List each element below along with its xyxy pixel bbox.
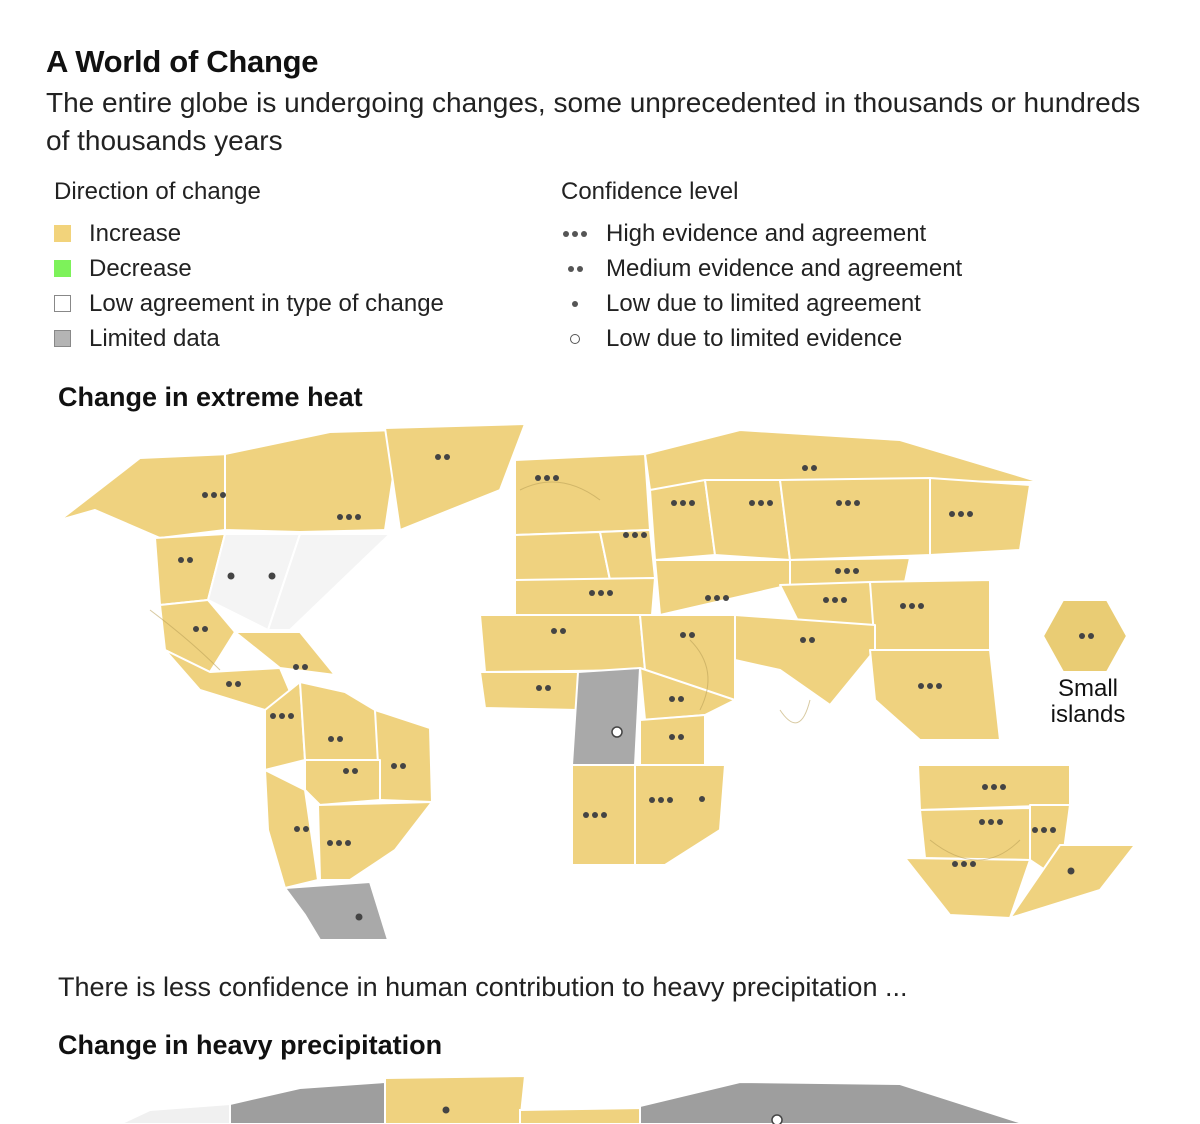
limited-data-swatch	[54, 330, 71, 347]
region-east-north-america	[267, 533, 391, 631]
region-north-south-america	[299, 681, 381, 761]
precip-region-north-europe	[519, 1106, 641, 1124]
precip-region-russian-arctic	[639, 1080, 1026, 1124]
precip-region-north-canada	[229, 1080, 386, 1124]
decrease-swatch	[54, 260, 71, 277]
region-south-east-south-america	[317, 801, 433, 881]
transition-note: There is less confidence in human contri…	[58, 972, 908, 1002]
legend-decrease: Decrease	[54, 251, 444, 286]
legend-low-agreement-conf-label: Low due to limited agreement	[606, 289, 921, 317]
confidence-legend-heading: Confidence level	[561, 178, 739, 205]
heat-confidence-dots	[178, 454, 1094, 921]
chart-title: A World of Change	[46, 44, 319, 79]
region-south-south-america	[284, 881, 389, 941]
region-western-africa	[479, 671, 581, 711]
precip-region-alaska	[119, 1102, 231, 1124]
precip-map-title: Change in heavy precipitation	[58, 1030, 443, 1060]
region-new-zealand	[1009, 844, 1136, 919]
hollow-dot-icon	[561, 333, 589, 344]
region-caribbean	[234, 631, 336, 676]
region-west-siberia	[649, 479, 716, 561]
legend-high-confidence: High evidence and agreement	[561, 216, 962, 251]
legend-low-agreement-label: Low agreement in type of change	[89, 289, 444, 317]
region-south-east-africa	[639, 714, 706, 766]
region-sahara	[479, 614, 646, 673]
region-south-east-asia	[869, 649, 1001, 741]
extreme-heat-map	[59, 423, 1136, 941]
region-west-central-asia	[654, 559, 791, 616]
legend-decrease-label: Decrease	[89, 254, 192, 282]
legend-increase: Increase	[54, 216, 444, 251]
legend-low-evidence-confidence: Low due to limited evidence	[561, 321, 962, 356]
legend-medium-confidence: Medium evidence and agreement	[561, 251, 962, 286]
region-south-west-south-america	[264, 769, 319, 889]
confidence-legend: Confidence level High evidence and agree…	[561, 178, 962, 356]
one-dot-icon	[561, 300, 589, 307]
increase-swatch	[54, 225, 71, 242]
legend-low-evidence-label: Low due to limited evidence	[606, 324, 903, 352]
legend-medium-label: Medium evidence and agreement	[606, 254, 963, 282]
region-west-central-europe	[514, 531, 611, 581]
direction-legend: Direction of change Increase Decrease Lo…	[54, 178, 444, 356]
two-dots-icon	[561, 265, 589, 272]
legend-high-label: High evidence and agreement	[606, 219, 927, 247]
region-russian-far-east	[779, 477, 931, 561]
precip-region-greenland	[384, 1074, 527, 1124]
direction-legend-heading: Direction of change	[54, 178, 261, 205]
region-east-siberia	[704, 479, 791, 561]
region-east-southern-africa	[634, 764, 726, 866]
heat-map-title: Change in extreme heat	[58, 382, 363, 412]
region-south-asia	[734, 614, 876, 706]
region-east-asia-north	[929, 477, 1031, 556]
legend-limited-data-label: Limited data	[89, 324, 220, 352]
region-greenland	[384, 423, 526, 531]
low-agreement-swatch	[54, 295, 71, 312]
central-africa-hollow-dot	[611, 726, 623, 738]
region-mediterranean	[514, 577, 656, 616]
precip-hollow-dot	[771, 1114, 783, 1124]
region-north-canada	[224, 429, 401, 533]
legend-low-agreement-confidence: Low due to limited agreement	[561, 286, 962, 321]
region-east-asia	[869, 579, 991, 651]
region-central-australia	[919, 807, 1031, 861]
legend-low-agreement: Low agreement in type of change	[54, 286, 444, 321]
region-north-central-america	[159, 599, 236, 673]
region-south-australia	[904, 857, 1031, 919]
region-north-east-south-america	[374, 709, 433, 803]
legend-increase-label: Increase	[89, 219, 182, 247]
region-central-africa	[571, 667, 641, 766]
chart-subtitle: The entire globe is undergoing changes, …	[46, 87, 1141, 156]
heavy-precipitation-map	[119, 1074, 1026, 1124]
three-dots-icon	[561, 230, 589, 237]
small-islands-label: Small islands	[1050, 675, 1126, 728]
region-south-american-monsoon	[304, 759, 381, 806]
region-north-europe	[514, 453, 651, 536]
legend-limited-data: Limited data	[54, 321, 444, 356]
